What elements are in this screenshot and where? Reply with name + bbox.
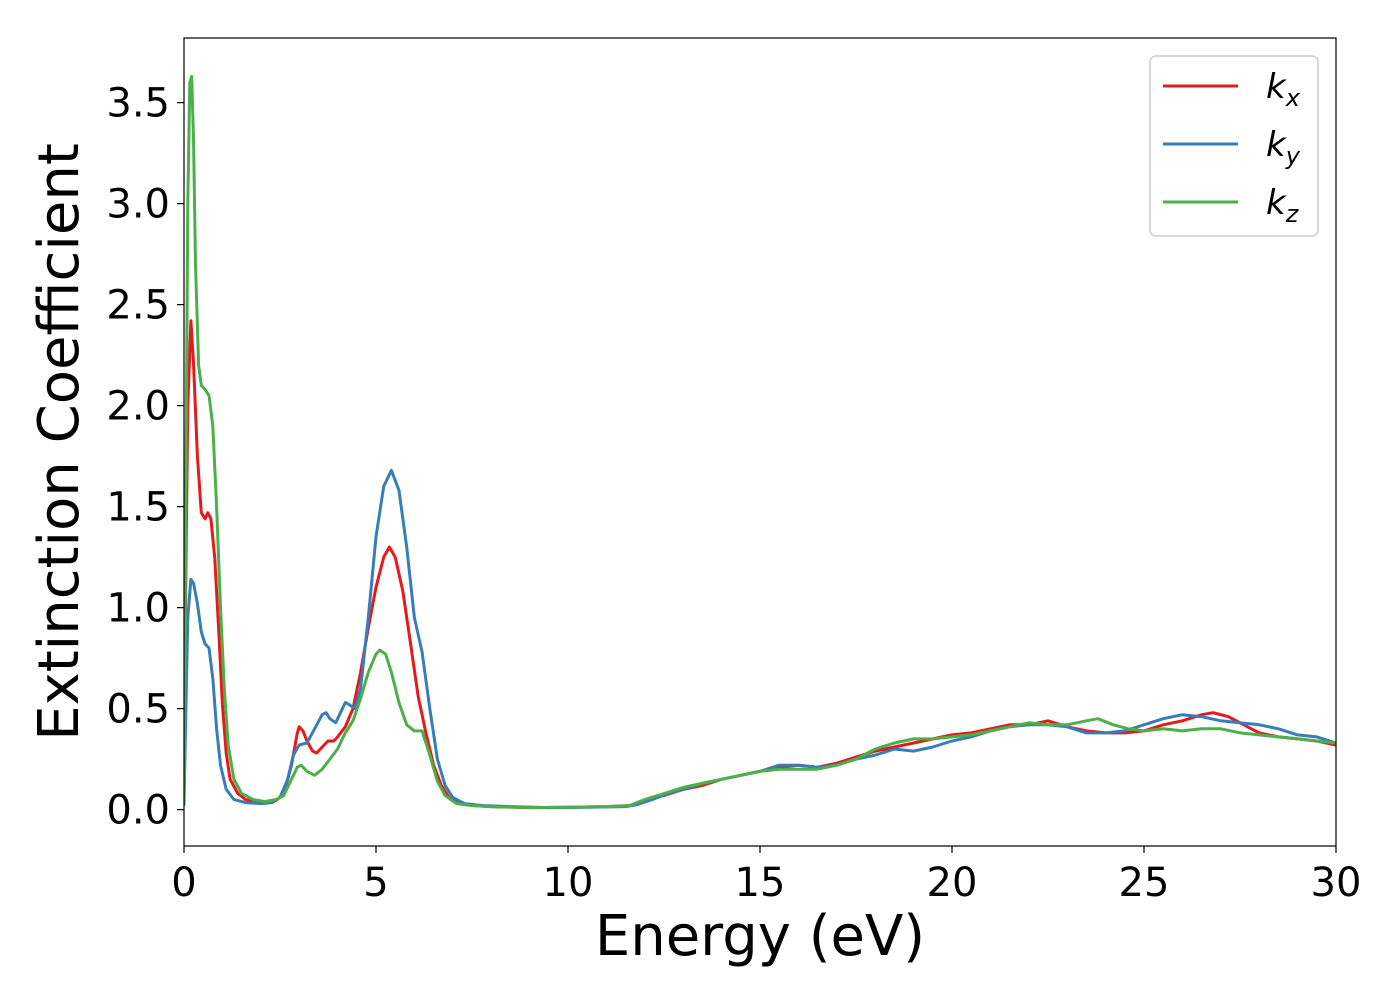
y-tick-label: 3.5 bbox=[106, 81, 170, 127]
legend: kx ky kz bbox=[1149, 55, 1319, 237]
x-axis-label: Energy (eV) bbox=[595, 904, 925, 969]
y-tick-label: 0.5 bbox=[106, 687, 170, 733]
legend-label-k-x: kx bbox=[1266, 67, 1301, 112]
x-tick-label: 10 bbox=[543, 860, 594, 906]
y-tick-label: 3.0 bbox=[106, 182, 170, 228]
legend-label-k-y: ky bbox=[1266, 125, 1301, 170]
y-tick-label: 2.5 bbox=[106, 283, 170, 329]
legend-label-k-z: kz bbox=[1266, 183, 1300, 228]
y-tick-label: 0.0 bbox=[106, 788, 170, 834]
x-tick-label: 5 bbox=[363, 860, 388, 906]
series-line-k-z bbox=[184, 74, 1336, 810]
x-tick-label: 0 bbox=[171, 860, 196, 906]
x-tick-label: 20 bbox=[927, 860, 978, 906]
y-tick-label: 1.5 bbox=[106, 485, 170, 531]
x-axis: 0 5 10 15 20 25 30 bbox=[171, 846, 1361, 906]
y-tick-label: 2.0 bbox=[106, 384, 170, 430]
y-axis-label: Extinction Coefficient bbox=[27, 143, 92, 741]
y-axis: 0.0 0.5 1.0 1.5 2.0 2.5 3.0 3.5 bbox=[106, 81, 184, 834]
series-layer bbox=[184, 74, 1336, 810]
legend-box bbox=[1149, 55, 1319, 237]
y-tick-label: 1.0 bbox=[106, 586, 170, 632]
x-tick-label: 15 bbox=[735, 860, 786, 906]
x-tick-label: 25 bbox=[1119, 860, 1170, 906]
x-tick-label: 30 bbox=[1311, 860, 1362, 906]
